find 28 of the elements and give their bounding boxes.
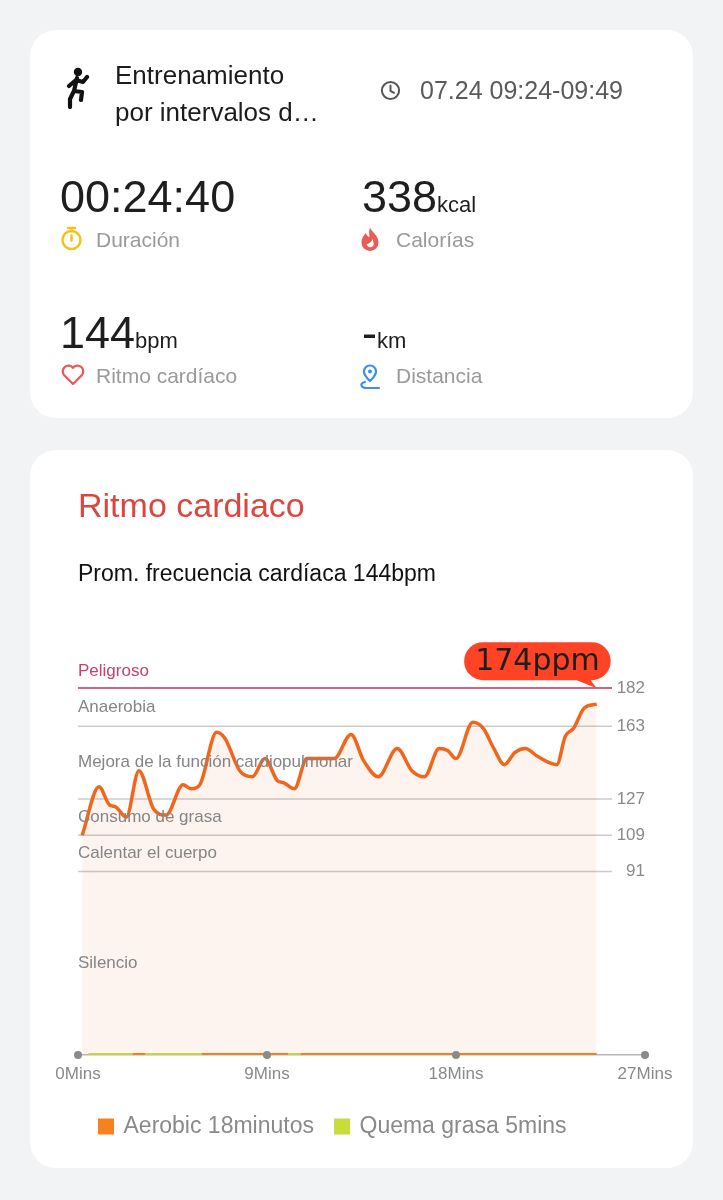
y-tick-label: 182 [616,677,645,697]
chart-title: Ritmo cardiaco [78,486,305,524]
chart-subtitle: Prom. frecuencia cardíaca 144bpm [78,560,436,586]
text: Duración [96,228,181,251]
text: 144bpm [60,307,178,358]
ref-line-label: Peligroso [78,661,149,680]
text: -km [362,307,407,358]
legend-label: Quema grasa 5mins [359,1111,567,1138]
text: 00:24:40 [60,171,236,222]
text: Entrenamiento por intervalos d… [115,59,320,129]
y-tick-label: 91 [626,861,645,881]
legend-label: Aerobic 18minutos [123,1111,314,1138]
x-tick-label: 9Mins [244,1063,290,1083]
text: 338kcal [362,171,477,222]
y-tick-label: 109 [616,824,645,844]
x-tick-label: 27Mins [617,1063,673,1083]
annotation: Anaerobia [78,696,157,716]
text: 07.24 09:24-09:49 [420,76,623,104]
x-tick-label: 0Mins [55,1063,101,1083]
text: Ritmo cardíaco [96,364,238,387]
y-tick-label: 163 [616,716,645,735]
x-tick-label: 18Mins [428,1063,484,1083]
text: Distancia [396,364,483,387]
annotation: 174ppm [475,641,600,677]
annotation: Calentar el cuerpo [78,843,217,863]
y-tick-label: 127 [616,788,645,808]
annotation: Silencio [78,952,138,972]
text: Calorías [396,228,475,251]
